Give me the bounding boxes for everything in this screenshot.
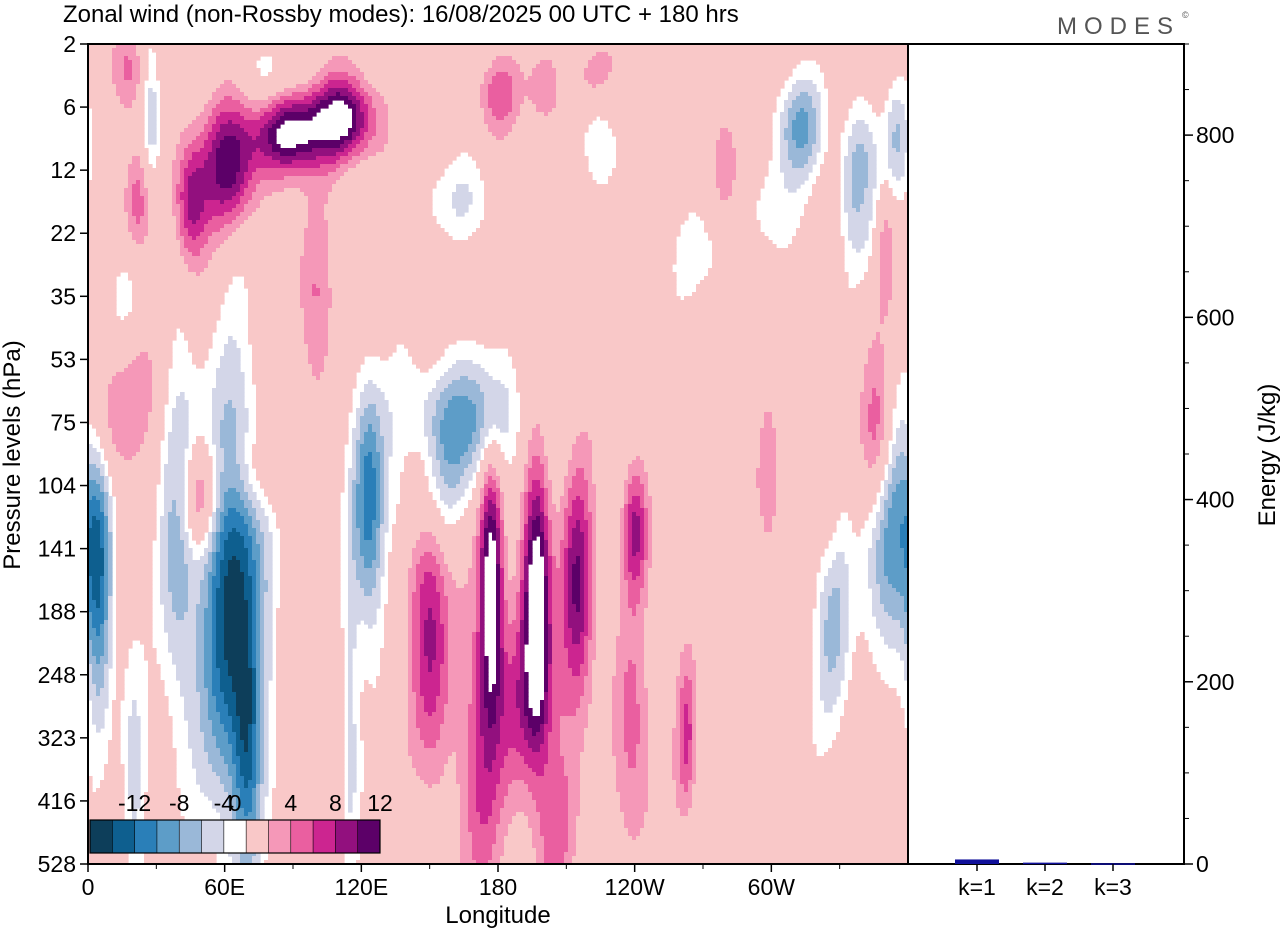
colorbar-swatch (156, 820, 180, 853)
y-tick: 22 (50, 220, 88, 246)
y-tick-label: 22 (50, 220, 76, 246)
x-tick: 60E (204, 864, 245, 900)
y-tick: 188 (38, 599, 88, 625)
x-axis-title: Longitude (445, 902, 550, 929)
y-tick-label: 323 (38, 725, 76, 751)
y-tick-label: 2 (63, 31, 76, 57)
colorbar-swatch (313, 820, 336, 853)
colorbar-tick-label: -8 (169, 790, 189, 816)
colorbar-swatch (246, 820, 269, 853)
x-tick-label: 60W (748, 874, 796, 900)
energy-tick-label: 400 (1196, 487, 1234, 513)
x-tick: 0 (82, 864, 95, 900)
x-tick: 60W (748, 864, 796, 900)
energy-category-label: k=3 (1094, 874, 1132, 900)
y-tick-label: 35 (50, 283, 76, 309)
y-tick-label: 528 (38, 851, 76, 877)
energy-tick-label: 600 (1196, 304, 1234, 330)
y-tick-label: 53 (50, 346, 76, 372)
colorbar-tick-label: 8 (329, 790, 342, 816)
y-tick-label: 104 (38, 473, 77, 499)
x-tick-label: 120W (605, 874, 665, 900)
y-tick-label: 6 (63, 94, 76, 120)
y-axis: 2 6 12 22 35 53 75 104 141 188 248 323 416 528 (38, 31, 88, 877)
y-tick: 416 (38, 788, 88, 814)
y-tick: 53 (50, 346, 88, 372)
x-tick-label: 60E (204, 874, 245, 900)
y-axis-title: Pressure levels (hPa) (0, 340, 26, 569)
colorbar-tick-label: -4 (214, 790, 235, 816)
x-tick-label: 180 (479, 874, 517, 900)
modes-brand-mark: © (1182, 10, 1189, 20)
colorbar-swatch (179, 820, 202, 853)
y-tick: 104 (38, 473, 88, 499)
y-tick-label: 188 (38, 599, 76, 625)
modes-logo: MODES © (1057, 10, 1189, 40)
energy-axis-title: Energy (J/kg) (1254, 384, 1280, 527)
y-tick: 12 (50, 157, 88, 183)
y-tick: 248 (38, 662, 88, 688)
y-tick: 323 (38, 725, 88, 751)
energy-category-label: k=2 (1026, 874, 1064, 900)
colorbar-tick-label: 0 (229, 790, 242, 816)
y-tick: 6 (63, 94, 88, 120)
y-tick-label: 12 (50, 157, 76, 183)
energy-tick-label: 0 (1196, 851, 1209, 877)
y-tick: 35 (50, 283, 88, 309)
colorbar-tick-label: 4 (284, 790, 297, 816)
colorbar-swatch (201, 820, 225, 853)
colorbar-tick-label: 12 (367, 790, 393, 816)
y-tick: 2 (63, 31, 88, 57)
energy-bar-k=1 (955, 859, 999, 864)
x-tick-label: 120E (334, 874, 388, 900)
colorbar-swatch (90, 820, 113, 853)
colorbar-legend: -12 -8 -40 4 8 12 (89, 790, 393, 854)
chart-title: Zonal wind (non-Rossby modes): 16/08/202… (63, 1, 739, 28)
y-tick-label: 416 (38, 788, 76, 814)
colorbar-tick-label: -12 (118, 790, 151, 816)
energy-bar-k=2 (1023, 862, 1067, 865)
heatmap-field (88, 44, 908, 864)
x-tick: 120E (334, 864, 388, 900)
x-tick: 180 (479, 864, 517, 900)
y-tick-label: 75 (50, 409, 76, 435)
energy-tick-label: 800 (1196, 122, 1234, 148)
modes-brand: MODES (1057, 13, 1180, 40)
y-tick: 75 (50, 409, 88, 435)
colorbar-swatch (290, 820, 314, 853)
colorbar-swatch (335, 820, 359, 853)
x-tick: 120W (605, 864, 665, 900)
x-axis: 0 60E 120E 180 120W 60W (82, 864, 841, 900)
colorbar-swatch (134, 820, 158, 853)
energy-category-label: k=1 (958, 874, 996, 900)
energy-tick-label: 200 (1196, 669, 1234, 695)
colorbar-swatch (268, 820, 292, 853)
y-tick-label: 141 (38, 536, 76, 562)
y-tick-label: 248 (38, 662, 76, 688)
energy-bar-chart: 0 200 400 600 800 k=1 k=2 k=3 (955, 43, 1234, 900)
colorbar-swatch (357, 820, 381, 853)
energy-panel-frame (907, 43, 1185, 865)
colorbar-swatch (112, 820, 136, 853)
x-tick-label: 0 (82, 874, 95, 900)
y-tick: 528 (38, 851, 88, 877)
colorbar-swatch (223, 820, 247, 853)
y-tick: 141 (38, 536, 88, 562)
colorbar-outline (89, 819, 381, 854)
